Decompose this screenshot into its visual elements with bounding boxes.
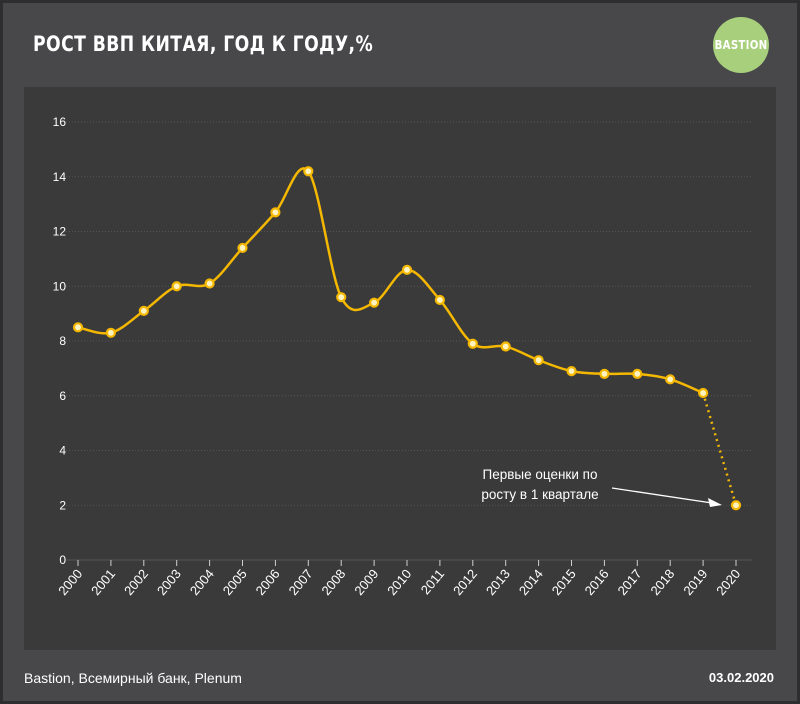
- x-tick-label-2019: 2019: [680, 566, 710, 598]
- x-tick-label-2013: 2013: [483, 566, 513, 598]
- page-title: РОСТ ВВП КИТАЯ, ГОД К ГОДУ,%: [33, 32, 374, 56]
- plot-area: [24, 87, 776, 650]
- data-point-2016: [599, 368, 610, 379]
- x-tick-label-2017: 2017: [615, 566, 645, 598]
- data-point-2006: [270, 207, 281, 218]
- y-tick-label-10: 10: [53, 279, 67, 293]
- x-tick-label-2003: 2003: [154, 566, 184, 598]
- y-tick-label-12: 12: [53, 225, 67, 239]
- annotation-line-2: росту в 1 квартале: [481, 487, 599, 502]
- x-tick-label-2016: 2016: [582, 566, 612, 598]
- y-tick-label-4: 4: [59, 444, 66, 458]
- bastion-logo: BASTION: [713, 17, 769, 73]
- y-tick-label-14: 14: [53, 170, 67, 184]
- data-point-2001: [105, 327, 117, 338]
- x-tick-label-2012: 2012: [450, 566, 480, 598]
- footer-date: 03.02.2020: [708, 670, 774, 685]
- annotation: Первые оценки по росту в 1 квартале: [460, 465, 620, 505]
- data-point-2005: [237, 242, 248, 254]
- data-point-2003: [171, 281, 182, 292]
- data-point-2000: [72, 322, 84, 333]
- data-point-2012: [467, 338, 478, 349]
- annotation-line-1: Первые оценки по: [482, 467, 598, 482]
- logo-text: BASTION: [714, 38, 768, 52]
- x-tick-label-2010: 2010: [384, 566, 414, 598]
- x-tick-label-2004: 2004: [187, 566, 217, 598]
- x-tick-label-2007: 2007: [286, 566, 316, 598]
- y-tick-label-0: 0: [59, 553, 66, 567]
- x-tick-label-2011: 2011: [418, 566, 447, 597]
- data-point-2011: [434, 294, 445, 306]
- data-point-2008: [336, 292, 347, 303]
- x-tick-label-2018: 2018: [647, 566, 677, 598]
- data-point-2019: [697, 387, 709, 399]
- annotation-arrow-line: [611, 487, 713, 504]
- x-tick-label-2005: 2005: [220, 566, 250, 598]
- y-tick-label-16: 16: [53, 115, 67, 129]
- x-tick-label-2015: 2015: [549, 566, 579, 598]
- data-point-2009: [369, 297, 380, 308]
- data-point-2004: [204, 278, 215, 289]
- data-point-2015: [566, 366, 577, 377]
- x-tick-label-2002: 2002: [121, 566, 151, 598]
- x-tick-label-2014: 2014: [516, 566, 546, 598]
- data-point-2020: [730, 500, 742, 511]
- footer-source: Bastion, Всемирный банк, Plenum: [24, 670, 242, 686]
- x-tick-label-2020: 2020: [713, 566, 743, 598]
- data-point-2018: [665, 374, 676, 385]
- y-tick-label-8: 8: [59, 334, 66, 348]
- data-point-2017: [632, 368, 643, 379]
- data-point-2014: [533, 355, 544, 366]
- x-tick-label-2006: 2006: [253, 566, 283, 598]
- annotation-arrow-head: [708, 498, 722, 507]
- data-point-2013: [500, 341, 511, 352]
- series-line: [77, 167, 704, 395]
- y-tick-label-6: 6: [59, 389, 66, 403]
- data-point-2007: [303, 166, 314, 177]
- x-tick-label-2008: 2008: [318, 566, 348, 598]
- data-point-2010: [401, 264, 413, 275]
- data-point-2002: [138, 305, 149, 316]
- x-tick-label-2001: 2001: [88, 566, 118, 598]
- x-tick-label-2000: 2000: [55, 566, 85, 598]
- y-tick-label-2: 2: [59, 498, 66, 512]
- series-line-forecast: [701, 392, 738, 506]
- x-tick-label-2009: 2009: [351, 566, 381, 598]
